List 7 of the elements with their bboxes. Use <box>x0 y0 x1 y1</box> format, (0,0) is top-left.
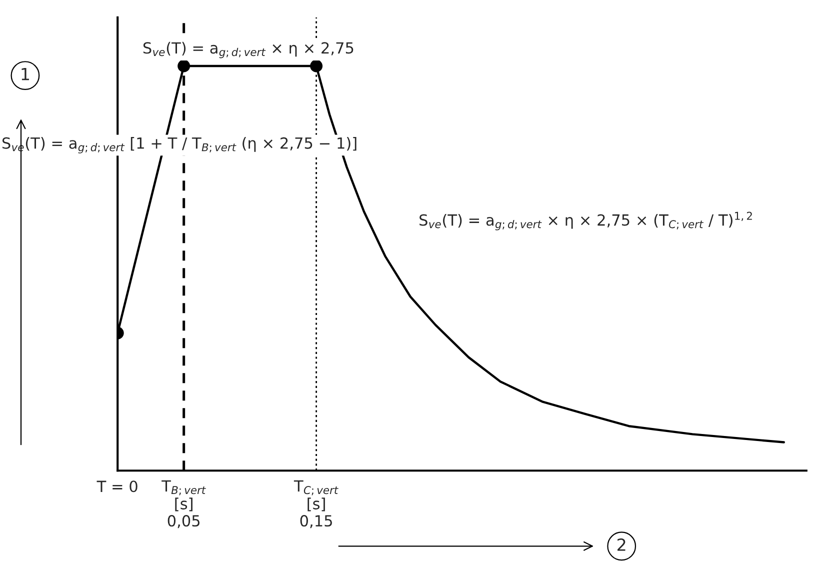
y-axis-title: 1 <box>22 68 29 80</box>
x-tick-label: T$_{B;vert}$ [s] 0,05 <box>162 480 206 528</box>
x-tick-label: T$_{C;vert}$ [s] 0,15 <box>294 480 338 528</box>
text: S$_{ve}$(T) = a$_{g;d;vert}$ × η × 2,75 <box>143 42 354 58</box>
x-tick-label: T = 0 <box>96 480 138 492</box>
annotation: S$_{ve}$(T) = a$_{g;d;vert}$ × η × 2,75 × (T$_{C;vert}$ / T)$^{1,2}$ <box>420 212 752 230</box>
x-axis-title: 2 <box>618 538 626 551</box>
